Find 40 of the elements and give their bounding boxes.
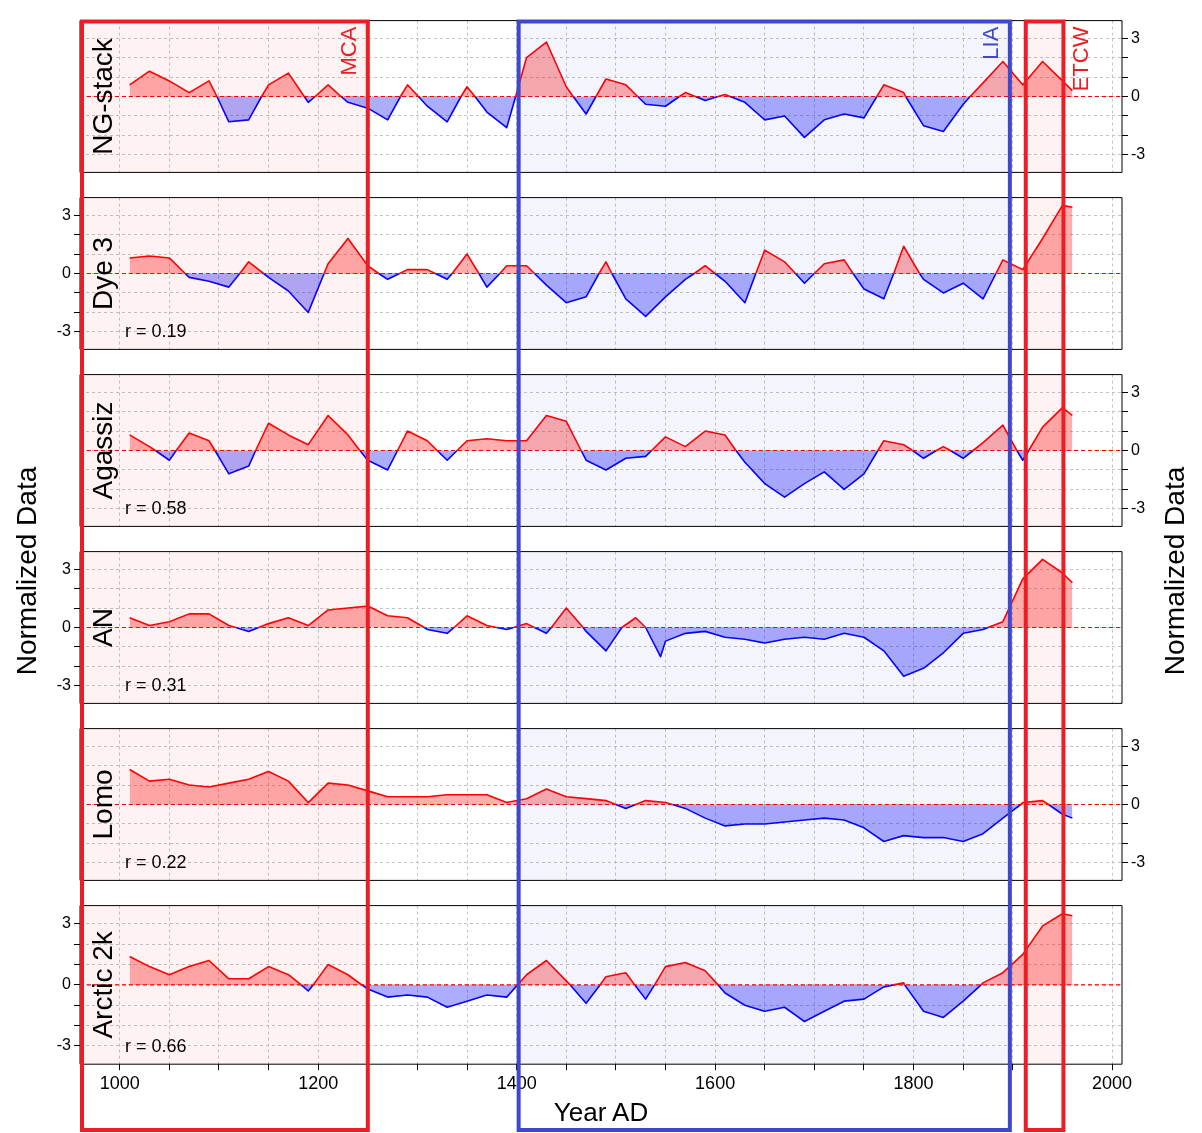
y2-axis-title: Normalized Data — [1159, 466, 1191, 675]
y-tick-label: 3 — [62, 559, 72, 577]
annotation: r = 0.31 — [125, 675, 187, 696]
text: AN — [86, 608, 118, 647]
y-tick-label: 0 — [62, 975, 72, 993]
y-tick-label: -3 — [56, 676, 72, 694]
text: Dye 3 — [86, 236, 118, 311]
x-tick-label: 1000 — [99, 1072, 140, 1093]
text: NG-stack — [86, 37, 118, 155]
y2-tick-label: 0 — [1131, 440, 1140, 458]
y-tick-label: 3 — [62, 205, 72, 223]
annotation: r = 0.58 — [125, 498, 187, 519]
band-label: MCA — [335, 26, 361, 76]
x-tick-label: 1600 — [695, 1072, 736, 1093]
y2-tick-label: 3 — [1131, 736, 1140, 754]
y-tick-label: 0 — [62, 617, 72, 635]
y2-tick-label: -3 — [1131, 145, 1146, 163]
x-tick-label: 2000 — [1092, 1072, 1133, 1093]
y-tick-label: -3 — [56, 322, 72, 340]
annotation: r = 0.19 — [125, 321, 187, 342]
y-tick-label: 0 — [62, 263, 72, 281]
y-tick-label: 3 — [62, 914, 72, 932]
y2-tick-label: -3 — [1131, 853, 1146, 871]
x-tick-label: 1200 — [298, 1072, 339, 1093]
x-axis-title: Year AD — [553, 1096, 649, 1127]
y2-tick-label: 3 — [1131, 382, 1140, 400]
text: Arctic 2k — [86, 930, 118, 1039]
y2-tick-label: 0 — [1131, 794, 1140, 812]
x-tick-label: 1800 — [893, 1072, 934, 1093]
text: Lomo — [86, 769, 118, 840]
band-label: ETCW — [1067, 26, 1093, 92]
y2-tick-label: 0 — [1131, 86, 1140, 104]
y2-tick-label: -3 — [1131, 499, 1146, 517]
annotation: r = 0.66 — [125, 1036, 187, 1057]
band-label: LIA — [977, 26, 1003, 60]
text: Agassiz — [86, 401, 118, 500]
y-axis-title: Normalized Data — [11, 466, 43, 675]
y2-tick-label: 3 — [1131, 28, 1140, 46]
annotation: r = 0.22 — [125, 852, 187, 873]
y-tick-label: -3 — [56, 1036, 72, 1054]
